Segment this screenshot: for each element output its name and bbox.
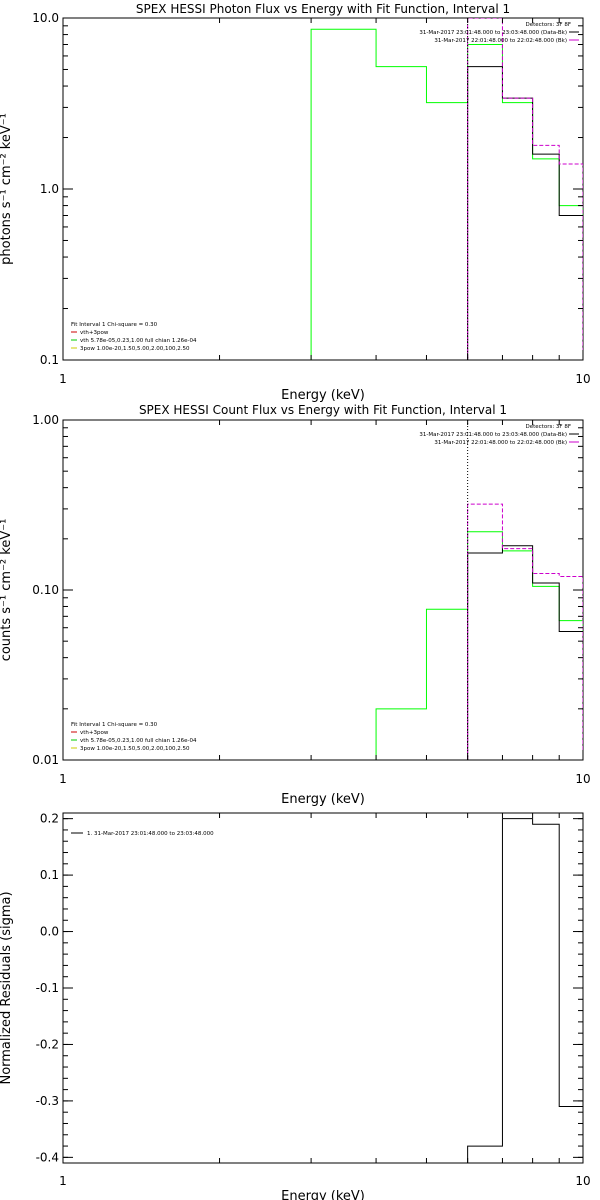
fit-legend-entry: vth 5.78e-05,0.23,1.00 full chian 1.26e-… [80, 338, 197, 344]
plot-area [467, 818, 583, 1163]
y-tick-label: 0.1 [40, 868, 59, 882]
x-tick-label: 1 [59, 1174, 67, 1188]
plot-frame [62, 17, 584, 361]
series-0-step-line [375, 531, 583, 760]
y-axis-label: counts s⁻¹ cm⁻² keV⁻¹ [0, 519, 14, 662]
legend-title: Detectors: 3F 8F [525, 424, 571, 430]
y-tick-label: -0.4 [36, 1150, 59, 1164]
series-0-step-line [310, 28, 583, 360]
y-tick-label: 1.00 [32, 413, 59, 427]
x-axis-label: Energy (keV) [281, 792, 365, 807]
fit-legend-entry: vth 5.78e-05,0.23,1.00 full chian 1.26e-… [80, 738, 197, 744]
y-tick-label: 0.10 [32, 583, 59, 597]
x-tick-label: 10 [575, 1174, 590, 1188]
y-axis-label: photons s⁻¹ cm⁻² keV⁻¹ [0, 113, 14, 265]
fit-legend-entry: 3pow 1.00e-20,1.50,5.00,2.00,100,2.50 [80, 346, 190, 352]
fit-legend-entry: vth+3pow [80, 330, 109, 336]
plot-area [375, 503, 583, 760]
plot-frame [62, 419, 584, 761]
y-tick-label: 1.0 [40, 182, 59, 196]
legend-entry: 31-Mar-2017 23:01:48.000 to 23:03:48.000… [419, 432, 567, 438]
series-2-step-line [467, 18, 583, 360]
y-tick-label: -0.2 [36, 1037, 59, 1051]
legend-entry: 31-Mar-2017 22:01:48.000 to 22:02:48.000… [434, 38, 567, 44]
chart-title: SPEX HESSI Photon Flux vs Energy with Fi… [136, 2, 510, 16]
y-tick-label: 0.01 [32, 753, 59, 767]
legend-title: Detectors: 3F 8F [525, 22, 571, 28]
fit-legend-header: Fit Interval 1 Chi-square = 0.30 [71, 322, 158, 328]
series-1-step-line [467, 66, 583, 360]
y-tick-label: 0.1 [40, 353, 59, 367]
x-axis-label: Energy (keV) [281, 388, 365, 403]
y-tick-label: 10.0 [32, 11, 59, 25]
plot-frame [62, 812, 584, 1164]
y-tick-label: 0.0 [40, 925, 59, 939]
y-tick-label: 0.2 [40, 812, 59, 826]
fit-legend-entry: vth+3pow [80, 730, 109, 736]
residual-legend-entry: 1. 31-Mar-2017 23:01:48.000 to 23:03:48.… [87, 831, 214, 837]
x-tick-label: 10 [575, 372, 590, 386]
x-tick-label: 10 [575, 772, 590, 786]
chart-title: SPEX HESSI Count Flux vs Energy with Fit… [139, 403, 507, 417]
fit-legend-header: Fit Interval 1 Chi-square = 0.30 [71, 722, 158, 728]
x-tick-label: 1 [59, 372, 67, 386]
series-0-step-line [467, 818, 583, 1163]
y-axis-label: Normalized Residuals (sigma) [0, 891, 14, 1084]
series-1-step-line [467, 545, 583, 760]
plot-area [310, 18, 583, 360]
y-tick-label: -0.1 [36, 981, 59, 995]
x-axis-label: Energy (keV) [281, 1189, 365, 1200]
y-tick-label: -0.3 [36, 1094, 59, 1108]
legend-entry: 31-Mar-2017 22:01:48.000 to 22:02:48.000… [434, 440, 567, 446]
series-2-step-line [467, 503, 583, 760]
fit-legend-entry: 3pow 1.00e-20,1.50,5.00,2.00,100,2.50 [80, 746, 190, 752]
legend-entry: 31-Mar-2017 23:01:48.000 to 23:03:48.000… [419, 30, 567, 36]
x-tick-label: 1 [59, 772, 67, 786]
